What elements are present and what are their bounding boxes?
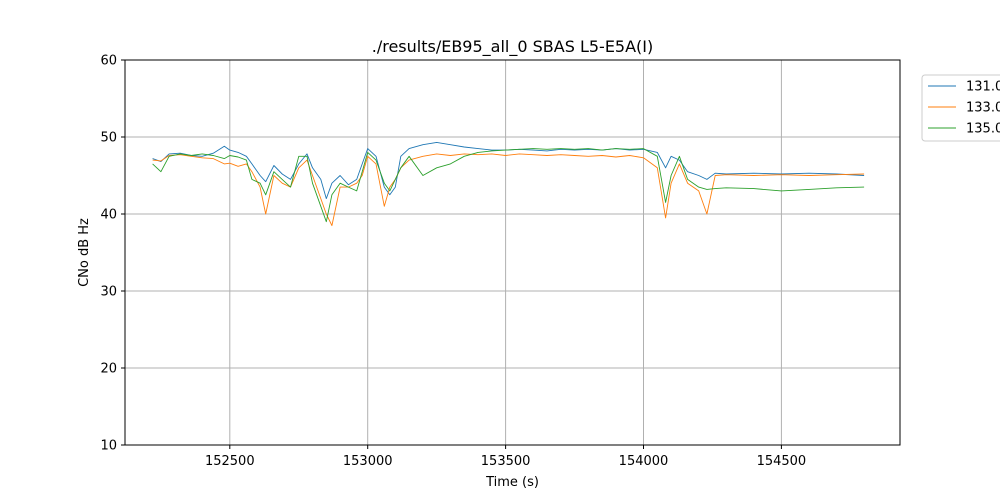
chart-title: ./results/EB95_all_0 SBAS L5-E5A(I)	[372, 37, 654, 57]
grid	[125, 60, 900, 445]
y-tick-label: 20	[100, 362, 117, 377]
plot-frame	[124, 59, 901, 446]
legend-box	[921, 74, 1000, 142]
legend-label: 133.0	[966, 101, 1000, 116]
y-tick-label: 30	[100, 285, 117, 300]
axis-ticks: 152500 153000 153500 154000 154500 10 20 30 40 50…	[100, 54, 806, 470]
legend-label: 131.0	[966, 80, 1000, 95]
x-tick-label: 153500	[481, 454, 531, 469]
x-tick-label: 152500	[205, 454, 255, 469]
x-tick-label: 153000	[343, 454, 393, 469]
legend: 131.0 133.0 135.0	[921, 74, 1000, 142]
x-axis-label: Time (s)	[485, 475, 539, 490]
y-tick-label: 40	[100, 208, 117, 223]
y-tick-label: 50	[100, 131, 117, 146]
legend-label: 135.0	[966, 122, 1000, 137]
x-tick-label: 154500	[757, 454, 807, 469]
y-axis-label: CNo dB Hz	[77, 218, 92, 287]
legend-items: 131.0 133.0 135.0	[928, 80, 1000, 137]
y-tick-label: 10	[100, 439, 117, 454]
series-line-133-0	[152, 153, 865, 227]
series-line-135-0	[152, 148, 865, 223]
y-tick-label: 60	[100, 54, 117, 69]
series-lines	[152, 141, 865, 227]
x-tick-label: 154000	[619, 454, 669, 469]
series-line-131-0	[152, 141, 865, 200]
